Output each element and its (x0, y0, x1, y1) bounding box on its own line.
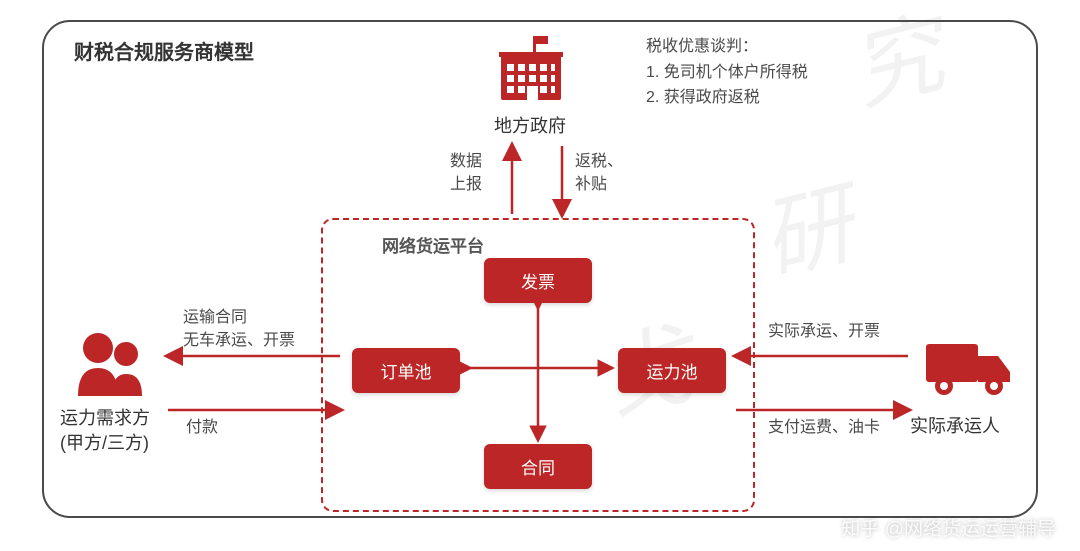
tax-negotiation-note: 税收优惠谈判： 1. 免司机个体户所得税 2. 获得政府返税 (646, 34, 808, 111)
zhihu-watermark: 知乎 @网络货运运营辅导 (841, 514, 1056, 541)
tax-note-2: 2. 获得政府返税 (646, 85, 808, 111)
truck-icon (922, 336, 1016, 402)
edge-label-pay-freight: 支付运费、油卡 (768, 416, 880, 439)
government-building-icon (493, 30, 569, 106)
people-icon (70, 328, 154, 398)
edge-label-tax-return: 返税、 补贴 (575, 150, 623, 196)
edge-label-data-report: 数据 上报 (450, 150, 482, 196)
tax-note-1: 1. 免司机个体户所得税 (646, 60, 808, 86)
carrier-label: 实际承运人 (910, 412, 1000, 438)
right-arrows (730, 344, 916, 424)
edge-label-payment: 付款 (186, 416, 218, 439)
edge-label-actual-carry: 实际承运、开票 (768, 320, 880, 343)
cross-arrows (352, 258, 726, 486)
edge-label-transport-contract: 运输合同 无车承运、开票 (183, 306, 295, 352)
tax-note-title: 税收优惠谈判： (646, 34, 808, 60)
demand-side-label: 运力需求方 (甲方/三方) (60, 406, 150, 456)
demand-line2: (甲方/三方) (60, 431, 150, 456)
platform-label: 网络货运平台 (382, 232, 484, 257)
government-label: 地方政府 (494, 112, 566, 138)
left-arrows (160, 344, 348, 424)
demand-line1: 运力需求方 (60, 406, 150, 431)
gov-arrows (490, 140, 586, 222)
diagram-title: 财税合规服务商模型 (74, 36, 254, 65)
